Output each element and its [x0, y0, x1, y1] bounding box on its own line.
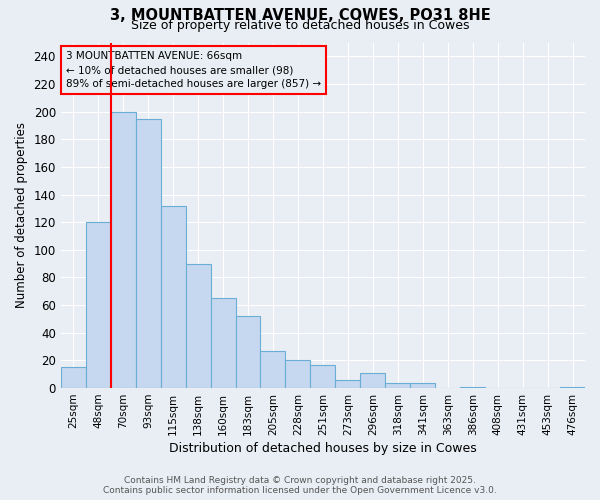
Text: 3, MOUNTBATTEN AVENUE, COWES, PO31 8HE: 3, MOUNTBATTEN AVENUE, COWES, PO31 8HE [110, 8, 490, 22]
X-axis label: Distribution of detached houses by size in Cowes: Distribution of detached houses by size … [169, 442, 477, 455]
Bar [211, 298, 236, 388]
Bar [460, 386, 485, 388]
Bar [86, 222, 111, 388]
Text: Contains HM Land Registry data © Crown copyright and database right 2025.
Contai: Contains HM Land Registry data © Crown c… [103, 476, 497, 495]
Bar [61, 368, 86, 388]
Text: 3 MOUNTBATTEN AVENUE: 66sqm
← 10% of detached houses are smaller (98)
89% of sem: 3 MOUNTBATTEN AVENUE: 66sqm ← 10% of det… [66, 51, 321, 89]
Bar [111, 112, 136, 388]
Bar [361, 373, 385, 388]
Bar [410, 382, 435, 388]
Bar [385, 382, 410, 388]
Text: Size of property relative to detached houses in Cowes: Size of property relative to detached ho… [131, 18, 469, 32]
Y-axis label: Number of detached properties: Number of detached properties [15, 122, 28, 308]
Bar [260, 350, 286, 388]
Bar [560, 386, 585, 388]
Bar [335, 380, 361, 388]
Bar [310, 364, 335, 388]
Bar [185, 264, 211, 388]
Bar [236, 316, 260, 388]
Bar [136, 118, 161, 388]
Bar [286, 360, 310, 388]
Bar [161, 206, 185, 388]
